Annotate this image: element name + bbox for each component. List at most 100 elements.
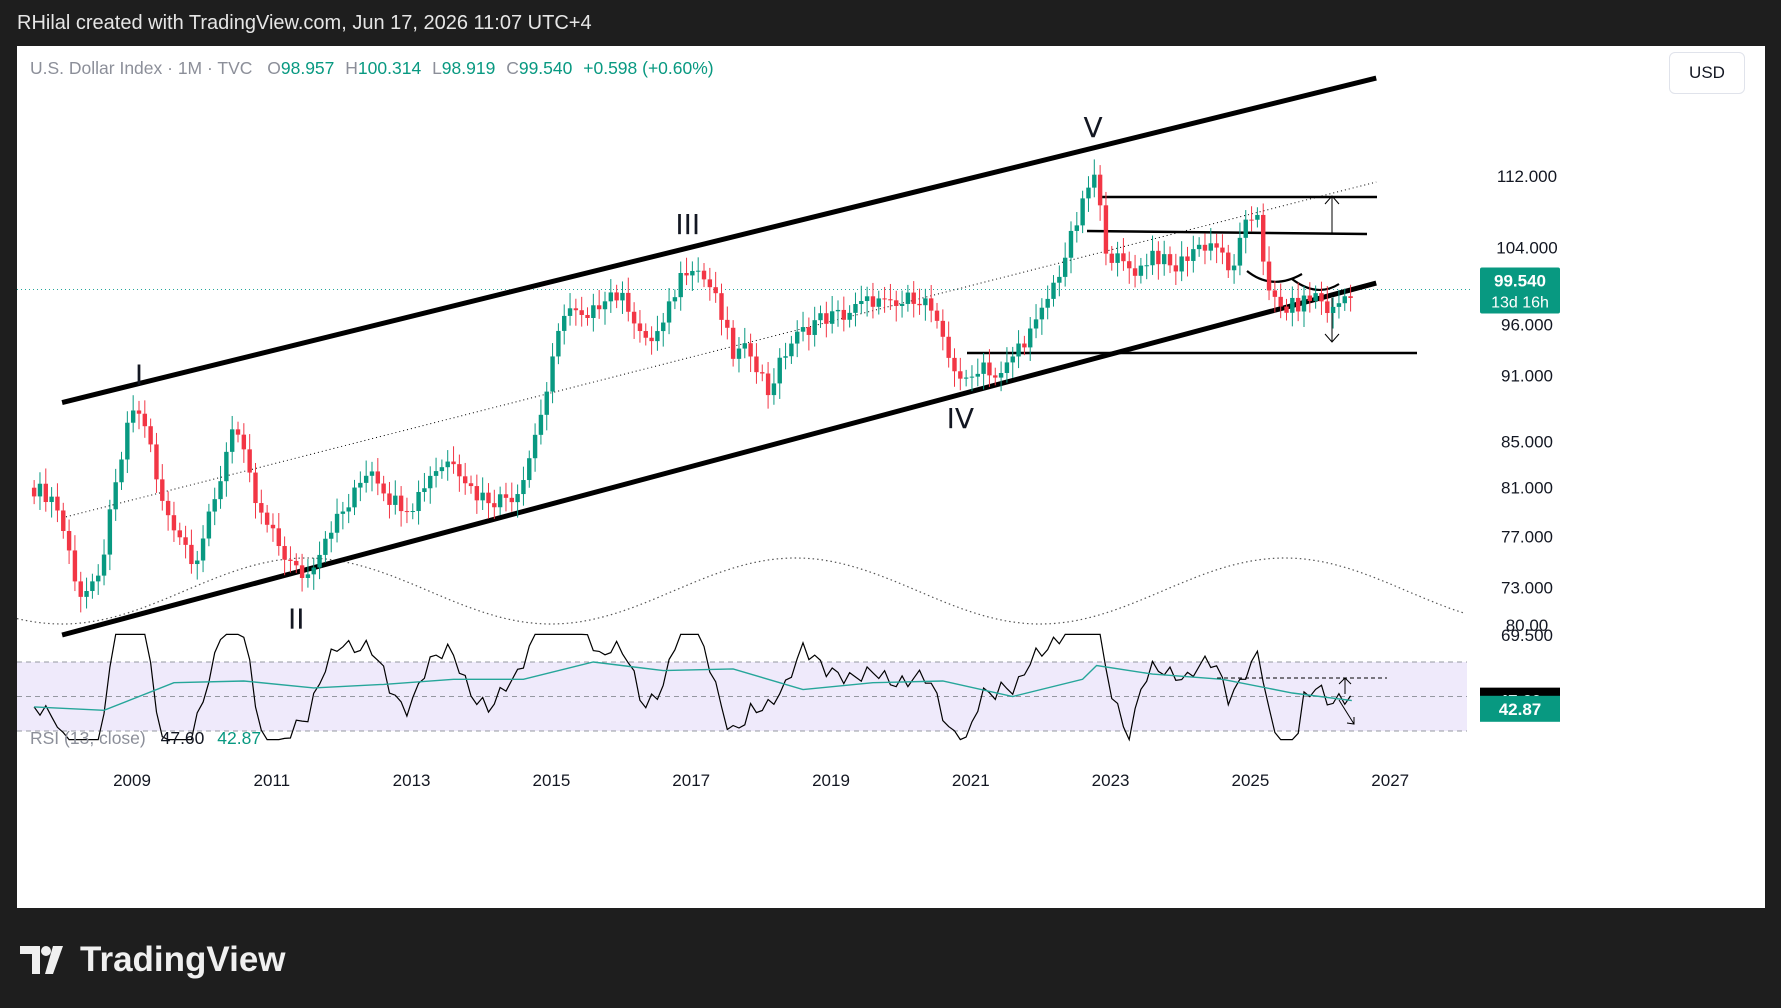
candle-body	[1127, 261, 1132, 269]
candles	[31, 159, 1353, 613]
y-tick-label: 112.000	[1497, 167, 1557, 186]
candle-body	[946, 336, 951, 358]
candle-body	[1191, 249, 1196, 261]
x-tick-label: 2021	[952, 771, 990, 790]
candle-body	[1086, 187, 1091, 199]
candle-body	[1307, 295, 1313, 301]
candle-body	[579, 310, 584, 315]
candle-body	[742, 343, 747, 349]
candle-body	[160, 479, 165, 501]
candle-body	[835, 309, 841, 312]
candle-body	[1161, 254, 1167, 265]
rsi-ma-axis-label: 42.87	[1499, 700, 1542, 719]
change-value: +0.598 (+0.60%)	[583, 58, 714, 78]
candle-body	[1156, 250, 1161, 265]
candle-body	[626, 292, 631, 312]
candle-body	[666, 301, 672, 323]
range-bottom-line	[1086, 229, 1368, 236]
candle-body	[812, 320, 817, 335]
candle-body	[393, 495, 398, 505]
candle-body	[497, 494, 503, 508]
candle-body	[1231, 265, 1237, 271]
symbol-name: U.S. Dollar Index · 1M · TVC	[30, 58, 253, 78]
x-tick-label: 2015	[532, 771, 570, 790]
candle-body	[311, 567, 316, 575]
candle-body	[1301, 295, 1307, 312]
candle-body	[911, 292, 916, 304]
candle-body	[847, 312, 852, 320]
candle-body	[987, 362, 992, 376]
last-price-badge	[1480, 267, 1560, 314]
candle-body	[340, 511, 346, 514]
rsi-legend: RSI (13, close) 47.60 42.87	[30, 728, 261, 749]
candle-body	[713, 287, 718, 294]
currency-button[interactable]: USD	[1669, 52, 1745, 94]
candle-body	[433, 471, 439, 476]
rsi-line	[33, 633, 1352, 742]
channel-lower-line	[61, 280, 1377, 638]
candle-body	[101, 554, 107, 576]
candle-body	[1226, 252, 1231, 271]
candle-body	[171, 515, 177, 531]
candle-body	[1074, 225, 1080, 231]
price-chart[interactable]: 112.000 104.000 96.000 91.000 85.000 81.000 77…	[17, 46, 1765, 908]
low-label: L	[432, 58, 442, 78]
wave-label-II: II	[288, 602, 305, 635]
candle-body	[591, 305, 596, 318]
candle-body	[527, 458, 532, 481]
candle-body	[806, 327, 812, 335]
tradingview-logo[interactable]: TradingView	[20, 940, 286, 980]
symbol-legend: U.S. Dollar Index · 1M · TVC O98.957 H10…	[30, 58, 714, 79]
candle-body	[241, 434, 247, 450]
candle-body	[853, 304, 858, 313]
candle-body	[719, 293, 724, 320]
candle-body	[346, 507, 351, 512]
candle-body	[462, 476, 468, 484]
candle-body	[777, 357, 782, 384]
chart-frame[interactable]: 112.000 104.000 96.000 91.000 85.000 81.000 77…	[17, 46, 1765, 908]
candle-body	[934, 310, 940, 321]
candle-body	[1290, 297, 1295, 313]
candle-body	[130, 410, 136, 423]
candle-body	[661, 322, 666, 332]
candle-body	[1028, 328, 1033, 348]
x-tick-label: 2013	[393, 771, 431, 790]
candle-body	[795, 331, 800, 344]
candle-body	[96, 575, 101, 582]
candle-body	[725, 319, 730, 328]
candle-body	[107, 509, 113, 555]
low-value: 98.919	[441, 58, 496, 78]
candle-body	[818, 313, 823, 321]
candle-body	[608, 292, 614, 302]
candle-body	[1330, 306, 1336, 314]
candle-body	[451, 461, 456, 465]
x-tick-label: 2011	[254, 771, 291, 790]
candle-body	[282, 546, 287, 560]
candle-body	[1196, 244, 1202, 250]
candle-body	[84, 591, 89, 597]
candle-body	[829, 311, 835, 324]
candle-body	[55, 496, 60, 511]
candle-body	[1243, 219, 1248, 238]
candle-body	[136, 410, 142, 414]
candle-body	[864, 296, 870, 302]
bar-countdown-label: 13d 16h	[1491, 294, 1549, 311]
candle-body	[969, 376, 975, 378]
candle-body	[305, 574, 311, 578]
candle-body	[928, 298, 934, 311]
candle-body	[486, 492, 491, 504]
candle-body	[1284, 306, 1289, 313]
candle-body	[1150, 250, 1155, 266]
candle-body	[789, 343, 794, 357]
candle-body	[730, 327, 736, 359]
candle-body	[754, 356, 759, 373]
candle-body	[672, 297, 678, 302]
candle-body	[323, 538, 328, 555]
candle-body	[148, 426, 153, 445]
open-label: O	[267, 58, 281, 78]
candle-body	[515, 494, 520, 503]
wave-label-I: I	[135, 359, 143, 392]
candle-body	[870, 296, 876, 307]
candle-body	[993, 375, 998, 378]
candle-body	[765, 373, 771, 396]
